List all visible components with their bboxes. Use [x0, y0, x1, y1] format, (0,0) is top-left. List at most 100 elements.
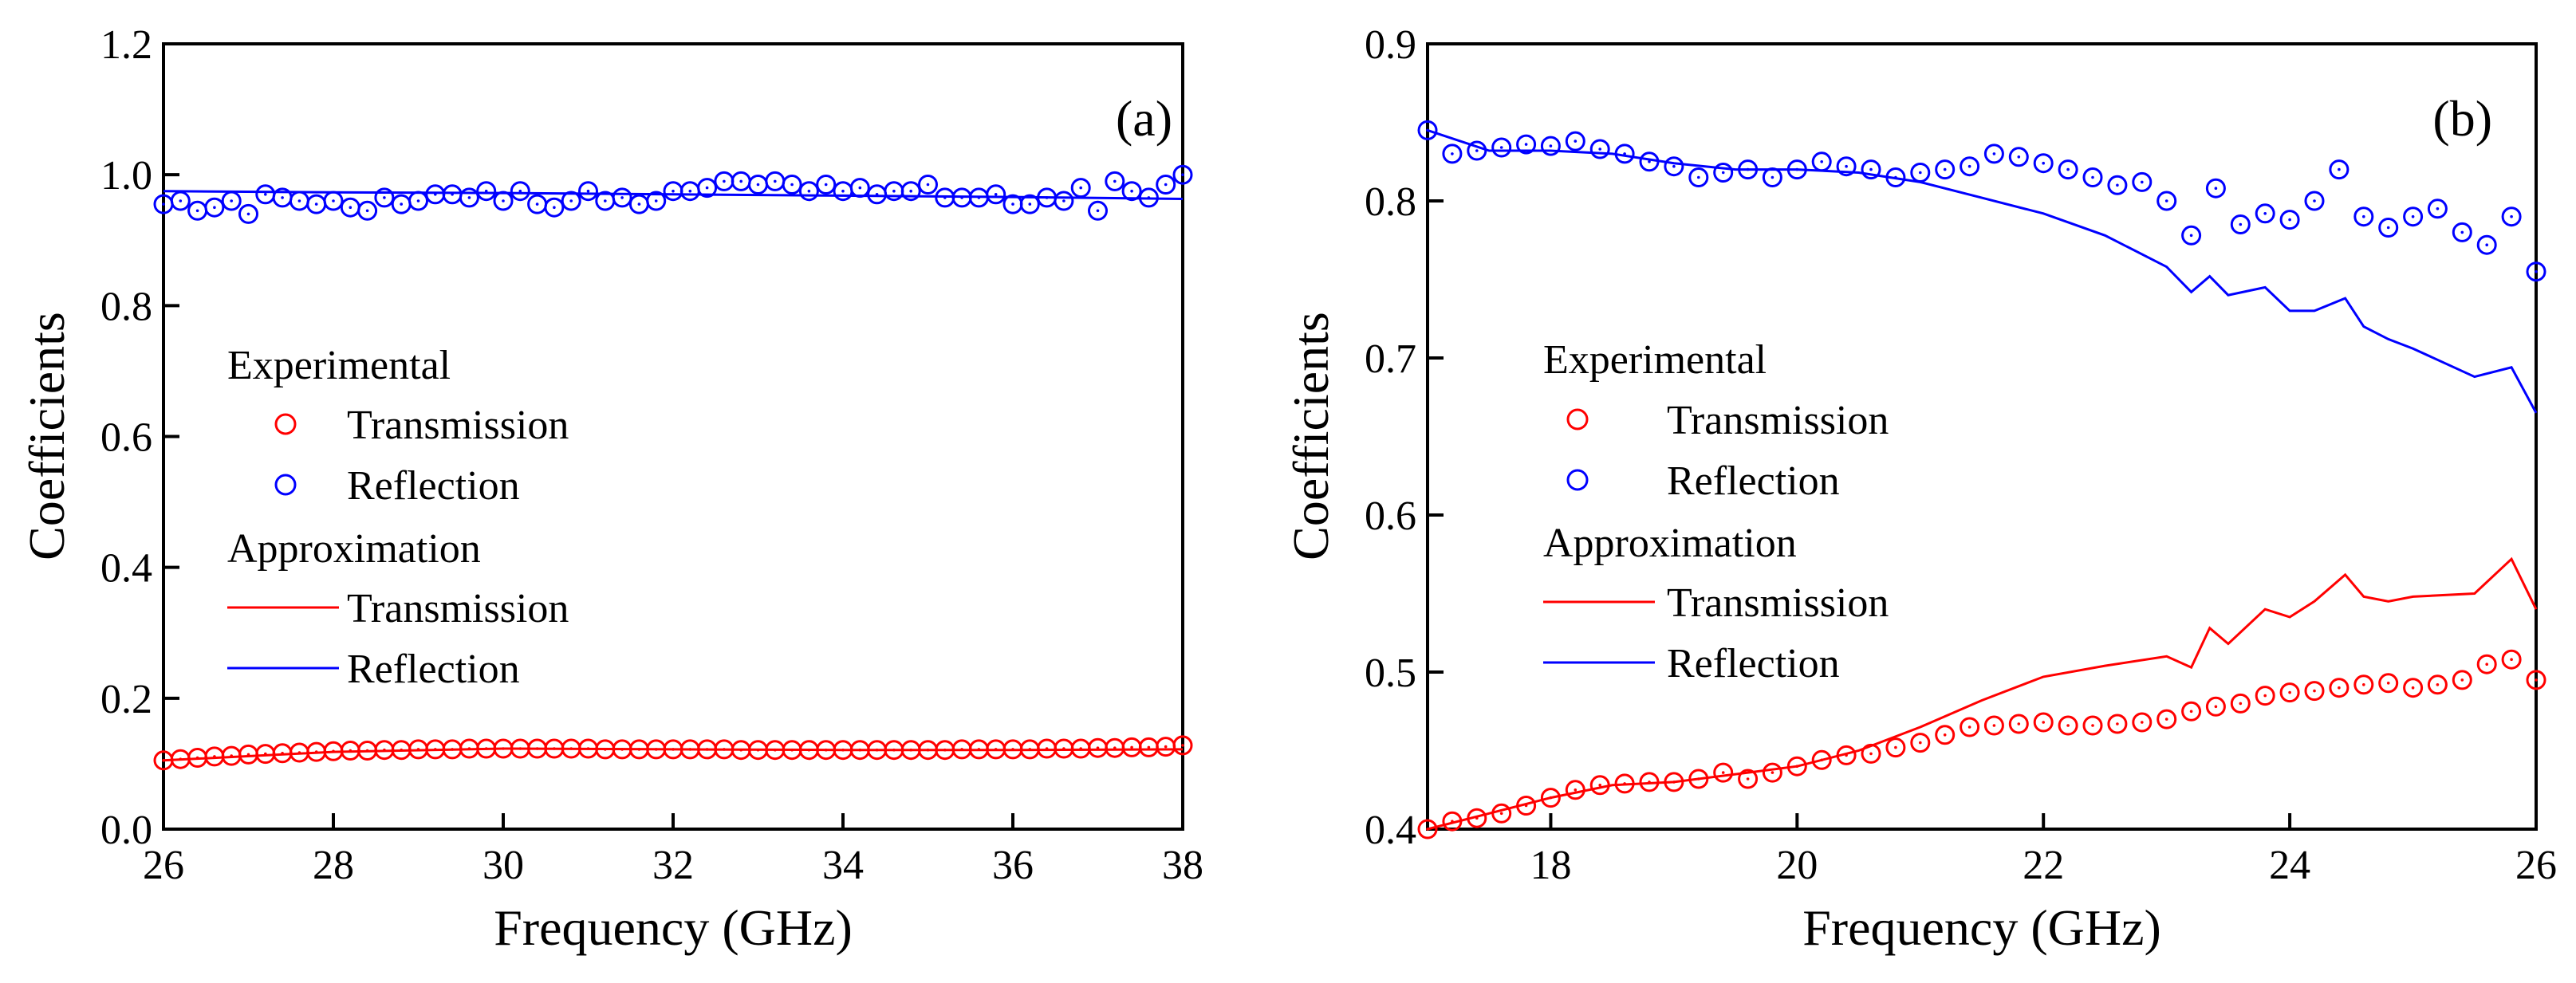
point-dot-experimental-reflection-b-5	[1549, 144, 1553, 147]
point-dot-experimental-reflection-a-1	[179, 199, 183, 202]
point-dot-experimental-transmission-b-21	[1943, 733, 1947, 737]
point-dot-experimental-reflection-a-27	[620, 196, 624, 199]
point-experimental-reflection-a-51	[1019, 194, 1040, 214]
point-dot-experimental-transmission-b-35	[2288, 690, 2291, 694]
point-dot-experimental-transmission-b-18	[1869, 752, 1873, 756]
point-experimental-reflection-b-23	[1983, 144, 2004, 164]
point-experimental-reflection-b-25	[2033, 153, 2054, 174]
point-dot-experimental-reflection-b-25	[2042, 161, 2045, 165]
point-experimental-reflection-b-0	[1417, 120, 1438, 140]
point-dot-experimental-reflection-b-29	[2141, 180, 2144, 184]
point-experimental-reflection-a-24	[561, 191, 581, 211]
point-dot-experimental-reflection-b-42	[2460, 230, 2464, 234]
point-dot-experimental-transmission-b-13	[1746, 777, 1750, 781]
point-dot-experimental-reflection-b-20	[1919, 171, 1922, 175]
point-experimental-reflection-a-25	[578, 181, 598, 202]
point-dot-experimental-reflection-a-35	[756, 183, 760, 187]
point-experimental-reflection-a-19	[476, 181, 497, 202]
y-tick-label-b-1: 0.5	[1365, 651, 1416, 696]
point-experimental-reflection-b-43	[2476, 234, 2497, 255]
legend-entry-exp-transmission-a: Transmission	[347, 403, 569, 448]
point-experimental-transmission-a-60	[1172, 735, 1193, 756]
point-dot-experimental-reflection-b-24	[2017, 155, 2021, 159]
point-dot-experimental-reflection-a-60	[1181, 173, 1184, 176]
point-experimental-reflection-b-28	[2107, 175, 2128, 195]
point-dot-experimental-reflection-b-30	[2164, 199, 2168, 202]
point-experimental-reflection-a-27	[612, 187, 632, 208]
point-dot-experimental-reflection-b-9	[1648, 160, 1651, 163]
point-dot-experimental-reflection-b-44	[2510, 214, 2513, 218]
point-dot-experimental-reflection-b-7	[1598, 147, 1601, 151]
point-dot-experimental-reflection-b-41	[2436, 207, 2440, 210]
point-dot-experimental-reflection-b-3	[1499, 146, 1503, 149]
point-dot-experimental-reflection-a-40	[841, 189, 845, 193]
point-dot-experimental-reflection-b-16	[1820, 160, 1823, 163]
point-dot-experimental-reflection-a-10	[332, 199, 335, 202]
point-dot-experimental-transmission-b-19	[1894, 745, 1897, 749]
point-dot-experimental-reflection-a-32	[705, 186, 709, 190]
point-experimental-transmission-b-41	[2427, 674, 2448, 695]
point-dot-experimental-reflection-a-51	[1028, 202, 1032, 206]
point-experimental-reflection-b-11	[1688, 167, 1709, 187]
point-dot-experimental-reflection-b-35	[2288, 218, 2291, 222]
y-tick-label-a-6: 1.2	[100, 22, 152, 68]
point-experimental-reflection-a-3	[204, 197, 225, 218]
point-dot-experimental-transmission-b-20	[1919, 741, 1922, 745]
point-dot-experimental-reflection-b-18	[1869, 167, 1873, 171]
point-dot-experimental-reflection-a-4	[230, 199, 234, 202]
point-dot-experimental-reflection-a-44	[909, 189, 912, 193]
point-dot-experimental-reflection-b-17	[1845, 164, 1848, 168]
point-dot-experimental-reflection-b-32	[2214, 187, 2218, 190]
point-experimental-reflection-b-42	[2452, 222, 2472, 242]
x-tick-label-b-0: 18	[1530, 843, 1571, 888]
y-tick-label-b-5: 0.9	[1365, 22, 1416, 68]
point-experimental-reflection-a-13	[374, 187, 395, 208]
point-experimental-transmission-b-39	[2378, 673, 2399, 694]
point-dot-experimental-reflection-b-38	[2362, 214, 2365, 218]
point-dot-experimental-transmission-b-42	[2460, 678, 2464, 682]
legend-entry-approx-reflection-b: Reflection	[1667, 641, 1840, 686]
point-dot-experimental-reflection-a-9	[314, 202, 318, 206]
plot-frame-a	[162, 42, 1184, 831]
point-experimental-reflection-b-39	[2378, 218, 2399, 238]
point-experimental-transmission-b-37	[2329, 678, 2350, 698]
point-dot-experimental-reflection-a-5	[246, 212, 250, 216]
point-experimental-reflection-b-45	[2526, 261, 2546, 282]
point-experimental-transmission-b-26	[2058, 715, 2078, 736]
point-experimental-transmission-b-5	[1540, 788, 1561, 808]
x-tick-label-b-1: 20	[1776, 843, 1818, 888]
point-dot-experimental-reflection-b-31	[2189, 234, 2193, 238]
point-experimental-reflection-b-17	[1836, 156, 1857, 177]
point-experimental-transmission-b-19	[1885, 737, 1906, 758]
panel-label-b: (b)	[2432, 90, 2492, 147]
y-tick-label-a-0: 0.0	[100, 808, 152, 853]
point-experimental-reflection-b-27	[2082, 167, 2103, 187]
point-dot-experimental-reflection-b-40	[2411, 214, 2415, 218]
x-tick-label-a-5: 36	[992, 843, 1034, 888]
legend-entry-exp-transmission-b: Transmission	[1667, 398, 1889, 443]
point-dot-experimental-reflection-b-33	[2239, 222, 2243, 226]
point-dot-experimental-reflection-a-45	[926, 183, 930, 187]
point-dot-experimental-reflection-b-1	[1451, 152, 1454, 155]
point-dot-experimental-reflection-a-34	[739, 179, 742, 183]
point-experimental-reflection-a-53	[1054, 191, 1074, 211]
point-experimental-reflection-a-39	[816, 175, 837, 195]
panel-b: 18 20 22 24 26 0.4 0.5 0.6 0.7 0.8 0.9 (b) Frequen…	[1282, 22, 2557, 956]
y-tick-label-a-4: 0.8	[100, 284, 152, 329]
point-experimental-reflection-a-18	[459, 187, 479, 208]
point-dot-experimental-reflection-a-33	[723, 179, 726, 183]
point-dot-experimental-transmission-b-41	[2436, 683, 2440, 686]
series-line-approximation-reflection-a	[163, 190, 1184, 200]
point-dot-experimental-reflection-b-4	[1524, 143, 1528, 146]
point-experimental-reflection-b-34	[2255, 203, 2275, 224]
point-dot-experimental-transmission-b-12	[1721, 771, 1725, 774]
point-dot-experimental-reflection-a-20	[502, 199, 505, 202]
legend-marker-transmission-a	[274, 413, 297, 435]
series-experimental-reflection-b	[1417, 120, 2546, 282]
point-dot-experimental-transmission-a-59	[1164, 745, 1168, 749]
point-dot-experimental-reflection-a-14	[400, 202, 404, 206]
point-dot-experimental-reflection-b-6	[1574, 140, 1578, 143]
point-experimental-transmission-b-31	[2181, 701, 2202, 722]
point-experimental-transmission-b-13	[1738, 769, 1759, 789]
point-experimental-reflection-a-44	[900, 181, 921, 202]
